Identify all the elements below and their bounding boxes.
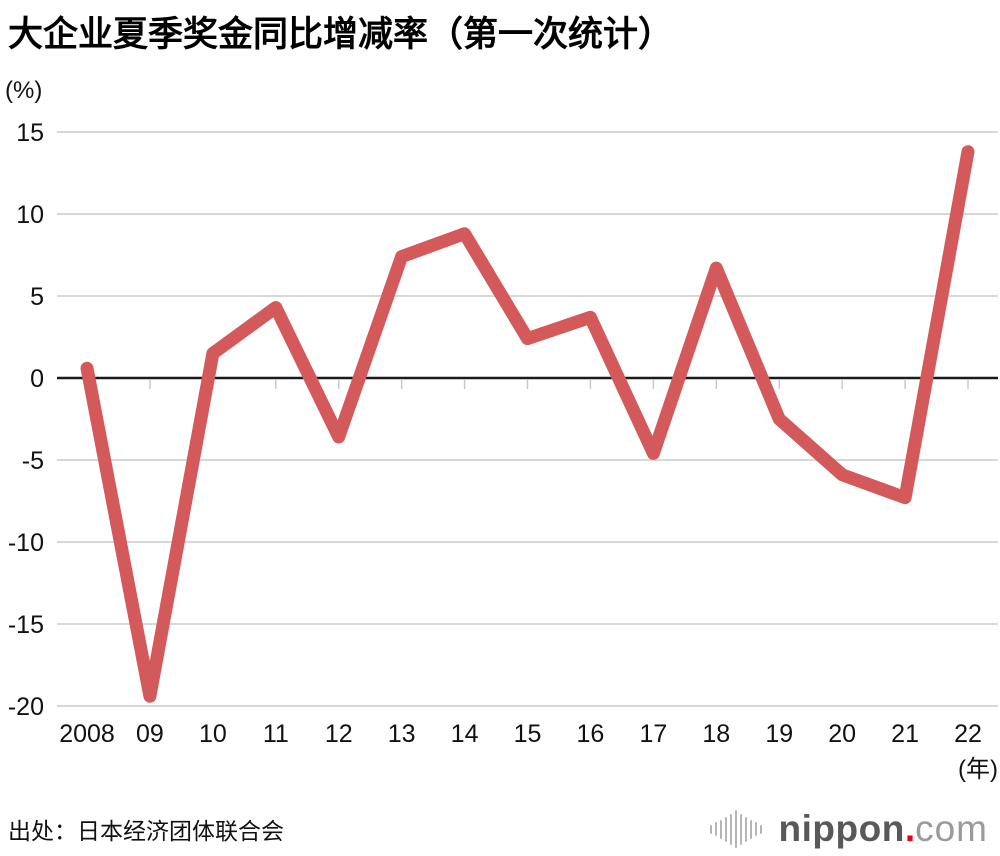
soundwave-bar [729,813,733,845]
soundwave-bar [754,822,758,836]
source-label: 出处：日本经济团体联合会 [8,818,284,844]
x-axis-label: 11 [263,720,289,748]
soundwave-bar [734,810,738,848]
y-axis-label: 5 [30,283,44,311]
x-axis-label: 10 [199,720,227,748]
soundwave-bar [709,824,713,834]
x-axis-label: 18 [702,720,730,748]
x-axis-label: 21 [891,720,919,748]
y-axis-label: -10 [8,529,44,557]
y-axis-label: 10 [16,201,44,229]
soundwave-bar [749,819,753,839]
y-axis-label: -15 [8,611,44,639]
x-axis-label: 2008 [59,720,115,748]
x-axis-label: 17 [639,720,667,748]
y-axis-label: -5 [22,447,44,475]
chart-title: 大企业夏季奖金同比增减率（第一次统计） [8,15,674,54]
logo-com-text: com [915,808,988,849]
soundwave-bar [724,816,728,842]
soundwave-bar [719,819,723,839]
nippon-logo: nippon.com [709,806,988,852]
x-axis-label: 09 [136,720,164,748]
x-axis-label: 14 [451,720,479,748]
x-axis-label: 12 [325,720,353,748]
soundwave-bar [744,816,748,842]
logo-dot: . [904,808,916,849]
soundwave-bar [739,813,743,845]
line-chart: 15 10 5 0 -5 -10 -15 -20 2008 09 10 11 12 13 14 15 16 17 1… [8,119,998,783]
x-axis-label: 16 [577,720,605,748]
data-line-series [80,145,975,703]
x-axis-label: 13 [388,720,416,748]
x-axis-label: 20 [828,720,856,748]
x-axis-label: 22 [954,720,982,748]
logo-text: nippon.com [779,809,988,849]
y-axis-label: 15 [16,119,44,147]
logo-nippon-text: nippon [778,808,905,849]
x-axis-unit-label: (年) [958,756,998,783]
soundwave-bar [759,824,763,834]
x-axis-label: 19 [765,720,793,748]
y-axis-label: -20 [8,693,44,721]
soundwave-bar [714,822,718,836]
y-axis-label: 0 [30,365,44,393]
x-axis-label: 15 [514,720,542,748]
soundwave-bars-icon [709,809,765,849]
y-axis-unit-label: (%) [5,77,43,104]
